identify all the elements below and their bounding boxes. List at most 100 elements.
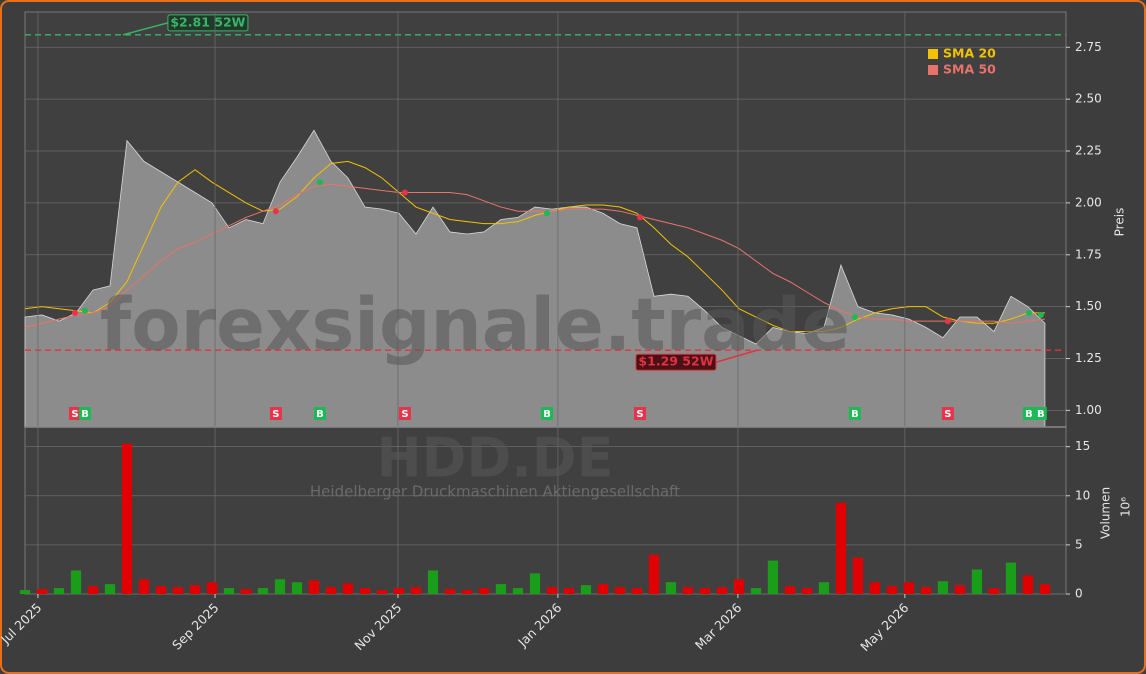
volume-bar [19,590,31,594]
signal-badge [398,407,411,420]
volume-bar [869,582,881,594]
signal-label: S [636,409,643,420]
volume-bar [308,580,320,594]
signal-dot [316,179,323,186]
volume-bar [240,589,252,594]
annotation-arrow [122,22,169,36]
offset-text: 10⁶ [1119,497,1133,517]
volume-bar [495,584,507,594]
volume-bar [767,560,779,594]
watermark-subtitle: Heidelberger Druckmaschinen Aktiengesell… [310,483,680,501]
volume-bar [784,586,796,594]
volume-bar [70,570,82,594]
signal-label: B [851,409,859,420]
volume-bar [274,579,286,594]
annotation-box [167,14,249,32]
sma-line [24,160,1045,333]
volume-bar [291,582,303,594]
volume-bar [1039,584,1051,594]
signal-dot [851,314,858,321]
volume-bar [546,587,558,594]
signal-badge [541,407,554,420]
signal-dot [82,307,89,314]
y-tick-label: 10 [1075,488,1090,502]
signal-dot [944,318,951,325]
volume-bar [648,554,660,594]
y-tick-label: 1.50 [1075,299,1102,313]
signal-dot [272,208,279,215]
volume-bar [1005,562,1017,594]
volume-bar [53,588,65,594]
volume-bar [988,588,1000,594]
volume-bar [325,587,337,594]
signal-badge [1022,407,1035,420]
signal-label: B [316,409,324,420]
volume-bar [121,443,133,594]
volume-bar [580,585,592,594]
y-axis-label: Preis [1113,208,1127,237]
signal-badge [848,407,861,420]
volume-bar [886,586,898,594]
signal-dot [71,309,78,316]
volume-bar [682,587,694,594]
volume-bar [410,587,422,594]
volume-bar [1022,575,1034,594]
volume-bar [223,588,235,594]
y2-axis-label: Volumen [1099,487,1113,539]
annotation-text: $2.81 52W [170,14,245,29]
volume-bar [937,581,949,594]
signal-badge [941,407,954,420]
signal-label: B [1025,409,1033,420]
volume-bar [563,588,575,594]
signal-label: S [401,409,408,420]
volume-bar [818,582,830,594]
volume-bar [512,588,524,594]
volume-bar [835,502,847,594]
volume-bar [631,588,643,594]
volume-bar [376,590,388,594]
signal-dot [637,214,644,221]
legend-swatch [928,49,938,59]
volume-bar [801,588,813,594]
signal-badge [68,407,81,420]
annotation-box [635,353,717,371]
volume-bar [138,579,150,594]
volume-bar [597,584,609,594]
signal-badge [634,407,647,420]
signal-label: B [1037,409,1045,420]
signal-label: S [272,409,279,420]
signal-badge [1034,407,1047,420]
volume-bar [172,587,184,594]
volume-bar [189,585,201,594]
y-tick-label: 5 [1075,537,1083,551]
signal-dot [1025,309,1032,316]
signal-badge [79,407,92,420]
volume-bar [920,587,932,594]
volume-bar [733,579,745,594]
volume-bar [699,588,711,594]
volume-bar [393,588,405,594]
volume-bar [665,582,677,594]
volume-bar [478,588,490,594]
signal-dot [401,189,408,196]
y-tick-label: 1.75 [1075,247,1102,261]
volume-bar [852,557,864,594]
signal-badge [313,407,326,420]
volume-bar [87,586,99,594]
annotation-text: $1.29 52W [638,354,713,369]
volume-bar [155,586,167,594]
volume-bar [614,587,626,594]
legend-swatch [928,65,938,75]
volume-bar [903,582,915,594]
watermark-title: HDD.DE [376,427,613,490]
volume-bar [359,588,371,594]
watermark: forexsignale.trade [100,283,850,367]
volume-bar [954,585,966,594]
volume-bar [36,589,48,594]
y-tick-label: 2.75 [1075,40,1102,54]
y-tick-label: 1.00 [1075,403,1102,417]
volume-bar [461,590,473,594]
volume-bar [971,569,983,594]
signal-dot [1037,311,1044,318]
